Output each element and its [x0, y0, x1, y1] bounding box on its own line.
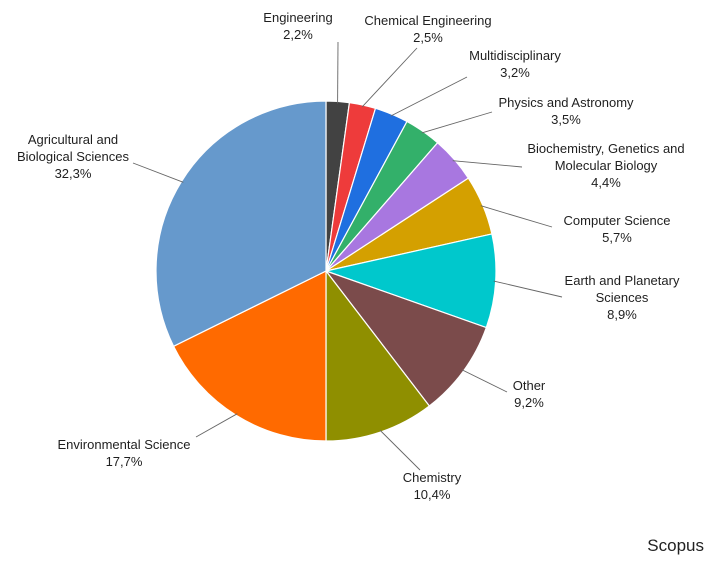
pie-slice-environmental-science — [172, 270, 327, 442]
slice-label-other: Other 9,2% — [513, 378, 546, 410]
slice-name-label: Earth and Planetary — [565, 273, 680, 288]
slice-label-environmental-science: Environmental Science 17,7% — [58, 437, 191, 469]
slice-label-chemistry: Chemistry 10,4% — [403, 470, 462, 502]
slice-value-label: 8,9% — [607, 307, 637, 322]
slice-value-label: 3,2% — [500, 65, 530, 80]
slice-label-agricultural-and-biological-sciences: Agricultural and Biological Sciences 32,3% — [17, 132, 130, 181]
slice-name-label: Computer Science — [564, 213, 671, 228]
leader-lines — [132, 41, 563, 471]
slice-value-label: 4,4% — [591, 175, 621, 190]
slice-labels: Engineering 2,2% Chemical Engineering 2,5% M… — [17, 10, 685, 502]
slice-label-physics-and-astronomy: Physics and Astronomy 3,5% — [498, 95, 634, 127]
slice-name-label: Biochemistry, Genetics and — [527, 141, 684, 156]
leader-line-other — [461, 369, 508, 393]
slice-value-label: 17,7% — [106, 454, 143, 469]
slice-name-label: Physics and Astronomy — [498, 95, 634, 110]
leader-line-environmental-science — [195, 413, 238, 438]
slice-value-label: 32,3% — [55, 166, 92, 181]
source-label: Scopus — [647, 536, 704, 555]
leader-line-earth-and-planetary-sciences — [493, 280, 563, 298]
slice-value-label: 2,5% — [413, 30, 443, 45]
slice-label-multidisciplinary: Multidisciplinary 3,2% — [469, 48, 561, 80]
leader-line-chemistry — [379, 429, 421, 471]
slice-name-label: Molecular Biology — [555, 158, 658, 173]
slice-name-label: Other — [513, 378, 546, 393]
slice-name-label: Sciences — [596, 290, 649, 305]
slice-label-biochemistry-genetics-and-molecular-biology: Biochemistry, Genetics and Molecular Biol… — [527, 141, 684, 190]
slice-name-label: Multidisciplinary — [469, 48, 561, 63]
slice-name-label: Engineering — [263, 10, 332, 25]
slice-value-label: 3,5% — [551, 112, 581, 127]
pie-slice-chemistry — [325, 269, 431, 442]
slice-name-label: Environmental Science — [58, 437, 191, 452]
slice-name-label: Biological Sciences — [17, 149, 130, 164]
slice-value-label: 5,7% — [602, 230, 632, 245]
slice-name-label: Chemical Engineering — [364, 13, 491, 28]
slice-value-label: 9,2% — [514, 395, 544, 410]
leader-line-biochemistry-genetics-and-molecular-biology — [452, 160, 523, 168]
slice-value-label: 10,4% — [414, 487, 451, 502]
pie-slices — [155, 100, 497, 442]
slice-label-engineering: Engineering 2,2% — [263, 10, 332, 42]
leader-line-physics-and-astronomy — [421, 111, 493, 134]
slice-name-label: Agricultural and — [28, 132, 118, 147]
leader-line-computer-science — [480, 205, 553, 228]
slice-value-label: 2,2% — [283, 27, 313, 42]
slice-label-earth-and-planetary-sciences: Earth and Planetary Sciences 8,9% — [565, 273, 680, 322]
slice-label-computer-science: Computer Science 5,7% — [564, 213, 671, 245]
slice-name-label: Chemistry — [403, 470, 462, 485]
leader-line-chemical-engineering — [361, 47, 418, 108]
leader-line-agricultural-and-biological-sciences — [132, 162, 184, 183]
leader-line-multidisciplinary — [390, 76, 468, 117]
slice-label-chemical-engineering: Chemical Engineering 2,5% — [364, 13, 491, 45]
